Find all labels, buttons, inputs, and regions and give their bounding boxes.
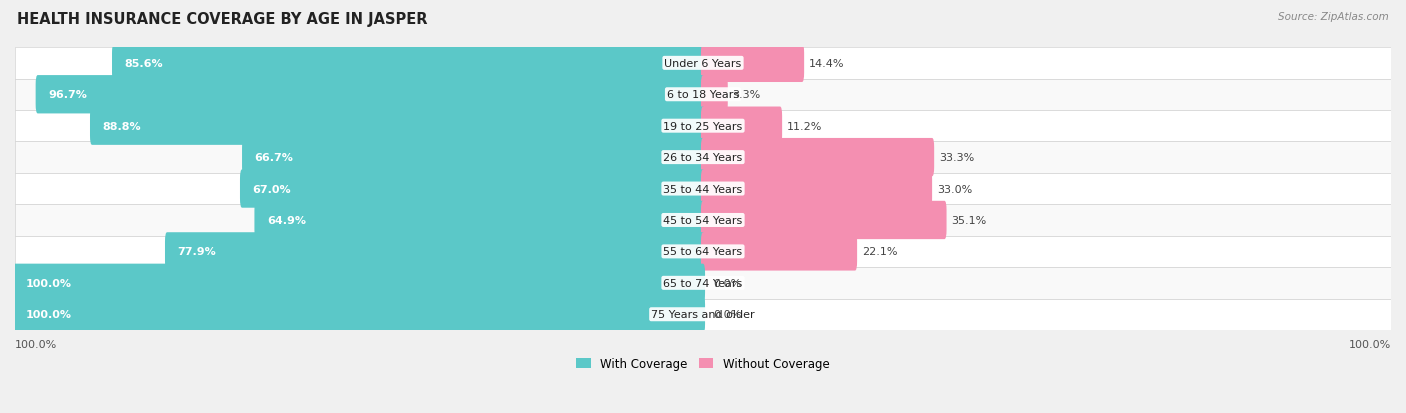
Text: 65 to 74 Years: 65 to 74 Years	[664, 278, 742, 288]
Bar	[15, 268, 1391, 299]
Bar	[15, 48, 1391, 79]
FancyBboxPatch shape	[90, 107, 704, 145]
Text: 33.0%: 33.0%	[936, 184, 972, 194]
FancyBboxPatch shape	[702, 201, 946, 240]
Text: 0.0%: 0.0%	[713, 278, 741, 288]
Text: 26 to 34 Years: 26 to 34 Years	[664, 153, 742, 163]
Text: 67.0%: 67.0%	[252, 184, 291, 194]
FancyBboxPatch shape	[242, 139, 704, 177]
FancyBboxPatch shape	[702, 107, 782, 145]
FancyBboxPatch shape	[165, 233, 704, 271]
Text: 66.7%: 66.7%	[254, 153, 294, 163]
Bar	[15, 205, 1391, 236]
Bar	[15, 79, 1391, 111]
Text: 55 to 64 Years: 55 to 64 Years	[664, 247, 742, 257]
FancyBboxPatch shape	[13, 264, 704, 302]
Text: 75 Years and older: 75 Years and older	[651, 309, 755, 320]
Bar	[15, 236, 1391, 268]
Text: 100.0%: 100.0%	[1348, 339, 1391, 349]
FancyBboxPatch shape	[702, 45, 804, 83]
FancyBboxPatch shape	[702, 139, 934, 177]
FancyBboxPatch shape	[112, 45, 704, 83]
FancyBboxPatch shape	[254, 201, 704, 240]
Text: 85.6%: 85.6%	[124, 59, 163, 69]
Text: 35 to 44 Years: 35 to 44 Years	[664, 184, 742, 194]
Text: 64.9%: 64.9%	[267, 216, 307, 225]
FancyBboxPatch shape	[240, 170, 704, 208]
Text: 14.4%: 14.4%	[808, 59, 845, 69]
FancyBboxPatch shape	[35, 76, 704, 114]
Text: 33.3%: 33.3%	[939, 153, 974, 163]
Text: 100.0%: 100.0%	[25, 278, 72, 288]
Bar	[15, 299, 1391, 330]
Text: 100.0%: 100.0%	[15, 339, 58, 349]
Text: 77.9%: 77.9%	[177, 247, 217, 257]
Text: 35.1%: 35.1%	[952, 216, 987, 225]
FancyBboxPatch shape	[13, 295, 704, 334]
Legend: With Coverage, Without Coverage: With Coverage, Without Coverage	[572, 353, 834, 375]
Text: 88.8%: 88.8%	[103, 121, 141, 131]
Text: 3.3%: 3.3%	[733, 90, 761, 100]
Text: HEALTH INSURANCE COVERAGE BY AGE IN JASPER: HEALTH INSURANCE COVERAGE BY AGE IN JASP…	[17, 12, 427, 27]
Text: 22.1%: 22.1%	[862, 247, 897, 257]
Text: Source: ZipAtlas.com: Source: ZipAtlas.com	[1278, 12, 1389, 22]
FancyBboxPatch shape	[702, 170, 932, 208]
Text: 96.7%: 96.7%	[48, 90, 87, 100]
Bar	[15, 173, 1391, 205]
Text: 0.0%: 0.0%	[713, 309, 741, 320]
FancyBboxPatch shape	[702, 233, 858, 271]
Text: 11.2%: 11.2%	[787, 121, 823, 131]
Bar	[15, 111, 1391, 142]
Text: 19 to 25 Years: 19 to 25 Years	[664, 121, 742, 131]
Text: 45 to 54 Years: 45 to 54 Years	[664, 216, 742, 225]
Text: Under 6 Years: Under 6 Years	[665, 59, 741, 69]
FancyBboxPatch shape	[702, 76, 728, 114]
Bar	[15, 142, 1391, 173]
Text: 100.0%: 100.0%	[25, 309, 72, 320]
Text: 6 to 18 Years: 6 to 18 Years	[666, 90, 740, 100]
